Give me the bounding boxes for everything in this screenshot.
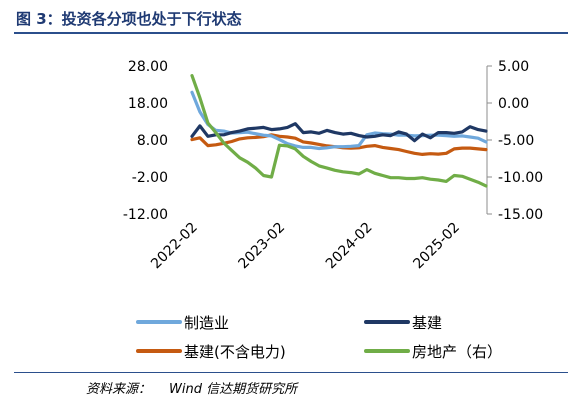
y-left-tick-label: -2.00 [132, 170, 168, 186]
y-left-tick-label: 18.00 [128, 96, 168, 112]
series-line-3 [190, 73, 488, 188]
chart-series-lines [190, 73, 488, 188]
x-tick-label: 2024-02 [323, 220, 376, 273]
footer-rule [14, 372, 568, 373]
y-left-tick-label: 8.00 [137, 133, 168, 149]
legend-label: 制造业 [184, 314, 229, 332]
y-right-tick-label: 5.00 [498, 59, 529, 75]
source-value: Wind 信达期货研究所 [169, 382, 298, 397]
y-left-tick-label: -12.00 [123, 207, 168, 223]
legend-label: 基建(不含电力) [184, 343, 286, 361]
y-right-tick-label: -15.00 [498, 207, 543, 223]
legend-label: 房地产（右） [412, 343, 502, 361]
x-tick-label: 2022-02 [148, 220, 201, 273]
y-right-tick-label: -5.00 [498, 133, 534, 149]
chart-axes: 28.00 18.00 8.00 -2.00 -12.00 5.00 0.00 -5.00 -1… [123, 59, 543, 272]
source-note: 资料来源： Wind 信达期货研究所 [86, 378, 297, 397]
y-right-tick-label: -10.00 [498, 170, 543, 186]
source-label: 资料来源： [86, 382, 152, 397]
y-right-tick-label: 0.00 [498, 96, 529, 112]
title-rule [14, 32, 568, 34]
x-tick-label: 2023-02 [236, 220, 289, 273]
series-line-2 [190, 133, 488, 156]
series-line-1 [190, 122, 488, 143]
legend-label: 基建 [412, 314, 442, 332]
y-left-tick-label: 28.00 [128, 59, 168, 75]
figure-title: 图 3：投资各分项也处于下行状态 [16, 10, 242, 28]
x-tick-label: 2025-02 [410, 220, 463, 273]
